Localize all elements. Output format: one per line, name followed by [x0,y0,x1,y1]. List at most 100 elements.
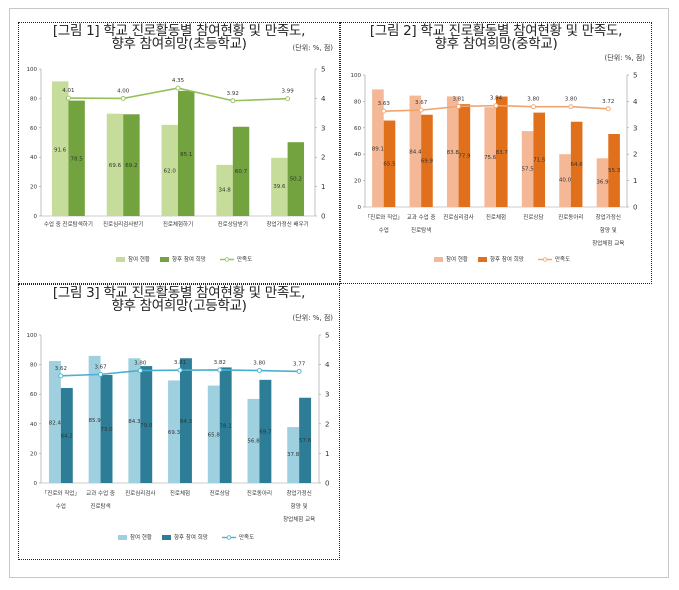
legend: 참여 현황 향후 참여 희망 만족도 [118,533,254,541]
bar-value-label: 83.8 [447,150,460,156]
bar-desired [180,358,192,483]
bar-participation [168,380,180,483]
satisfaction-value-label: 3.62 [55,366,67,372]
satisfaction-value-label: 3.92 [227,91,239,97]
chart-panel-middle: [그림 2] 학교 진로활동별 참여현황 및 만족도, 향후 참여희망(중학교)… [340,22,652,284]
satisfaction-value-label: 3.80 [527,97,540,103]
bar-value-label: 85.9 [88,418,101,424]
y2-tick-label: 1 [633,177,637,185]
y-tick-label: 80 [30,363,37,369]
category-label: 진로상담 [523,213,543,221]
y-tick-label: 40 [30,422,37,428]
y-tick-label: 20 [354,179,361,185]
bar-value-label: 39.6 [273,184,286,190]
satisfaction-value-label: 3.84 [490,96,503,102]
satisfaction-value-label: 3.81 [452,96,464,102]
satisfaction-point [177,367,183,373]
figure-frame [9,8,669,578]
y-tick-label: 20 [30,451,37,457]
y2-tick-label: 3 [321,124,325,132]
chart-svg-elementary: 0 20 40 60 80 100 0 1 2 3 4 5 91.6 69.6 62.0 34.8 39.6 78… [27,66,327,264]
y2-tick-label: 3 [325,391,329,399]
y2-tick-label: 2 [633,151,637,159]
category-label: 창업가정신 [596,213,621,221]
chart-panel-high: [그림 3] 학교 진로활동별 참여현황 및 만족도, 향후 참여희망(고등학교… [18,284,340,560]
bar-participation [287,427,300,483]
satisfaction-point [418,107,424,113]
bar-value-label: 64.6 [571,162,584,168]
legend-swatch [118,535,127,540]
y-tick-label: 0 [34,481,38,487]
category-label: 진로체험하기 [163,220,193,228]
y-tick-label: 0 [358,205,362,211]
bar-value-label: 79.0 [140,423,153,429]
y-tick-label: 100 [351,73,362,79]
y-tick-label: 60 [354,126,361,132]
legend-line-marker [224,257,230,262]
category-label: 「진로와 직업」 [42,489,80,497]
satisfaction-value-label: 3.99 [281,89,294,95]
bar-value-label: 56.8 [247,439,260,445]
bar-desired [287,142,305,216]
bar-value-label: 65.8 [208,432,221,438]
category-label: 진로탐색 [411,226,431,234]
bar-value-label: 69.2 [125,163,137,169]
satisfaction-value-label: 3.67 [415,100,428,106]
bar-participation [372,89,384,207]
chart-title: [그림 3] 학교 진로활동별 참여현황 및 만족도, 향후 참여희망(고등학교… [52,285,306,314]
bar-desired [570,121,583,207]
bar-participation [207,385,220,483]
category-label: 진로체험 [170,489,190,497]
y2-tick-label: 2 [325,420,329,428]
category-label: 수업 중 진로탐색하기 [44,220,93,228]
bar-value-label: 40.0 [559,178,572,184]
unit-label: (단위: %, 점) [292,314,333,322]
legend: 참여 현황 향후 참여 희망 만족도 [116,255,252,263]
bar-value-label: 50.2 [290,177,302,183]
y2-tick-label: 5 [321,66,325,74]
legend-label: 만족도 [555,255,570,263]
bar-value-label: 69.3 [168,430,181,436]
y2-tick-label: 1 [325,450,329,458]
satisfaction-point [137,368,143,373]
bar-value-label: 77.9 [458,154,471,160]
bar-participation [128,358,141,483]
bar-value-label: 91.6 [54,147,67,153]
legend-line-marker [226,535,232,540]
satisfaction-value-label: 4.01 [62,88,74,94]
category-label: 함양 및 [291,502,308,510]
satisfaction-point [296,368,302,374]
y2-tick-label: 0 [325,480,329,488]
satisfaction-point [256,368,262,373]
legend-label: 향후 참여 희망 [174,533,208,541]
y-tick-label: 60 [30,392,37,398]
legend-label: 참여 현황 [446,255,468,263]
legend-label: 참여 현황 [130,533,152,541]
satisfaction-value-label: 3.67 [94,364,107,370]
satisfaction-value-label: 3.80 [565,97,578,103]
bar-value-label: 78.5 [70,157,83,163]
satisfaction-value-label: 3.80 [253,361,266,367]
y2-tick-label: 1 [321,183,325,191]
satisfaction-point [456,103,462,109]
satisfaction-value-label: 3.77 [293,361,306,367]
satisfaction-point [65,95,71,101]
category-label: 창업가정신 배우기 [266,220,308,228]
legend-label: 향후 참여 희망 [172,255,206,263]
bar-value-label: 78.1 [220,424,232,430]
bar-participation [446,96,459,207]
satisfaction-point [217,367,223,373]
bar-participation [88,355,101,483]
bar-participation [247,398,260,483]
y2-tick-label: 4 [321,95,326,103]
category-label: 교과 수업 중 [86,489,115,497]
bar-participation [596,158,609,207]
bar-participation [216,164,233,216]
bar-participation [271,157,288,216]
satisfaction-value-label: 3.80 [134,361,147,367]
y-tick-label: 60 [30,126,37,132]
y-tick-label: 40 [30,155,37,161]
bar-value-label: 64.2 [61,433,73,439]
bar-desired [232,126,250,216]
bar-value-label: 84.3 [128,419,141,425]
